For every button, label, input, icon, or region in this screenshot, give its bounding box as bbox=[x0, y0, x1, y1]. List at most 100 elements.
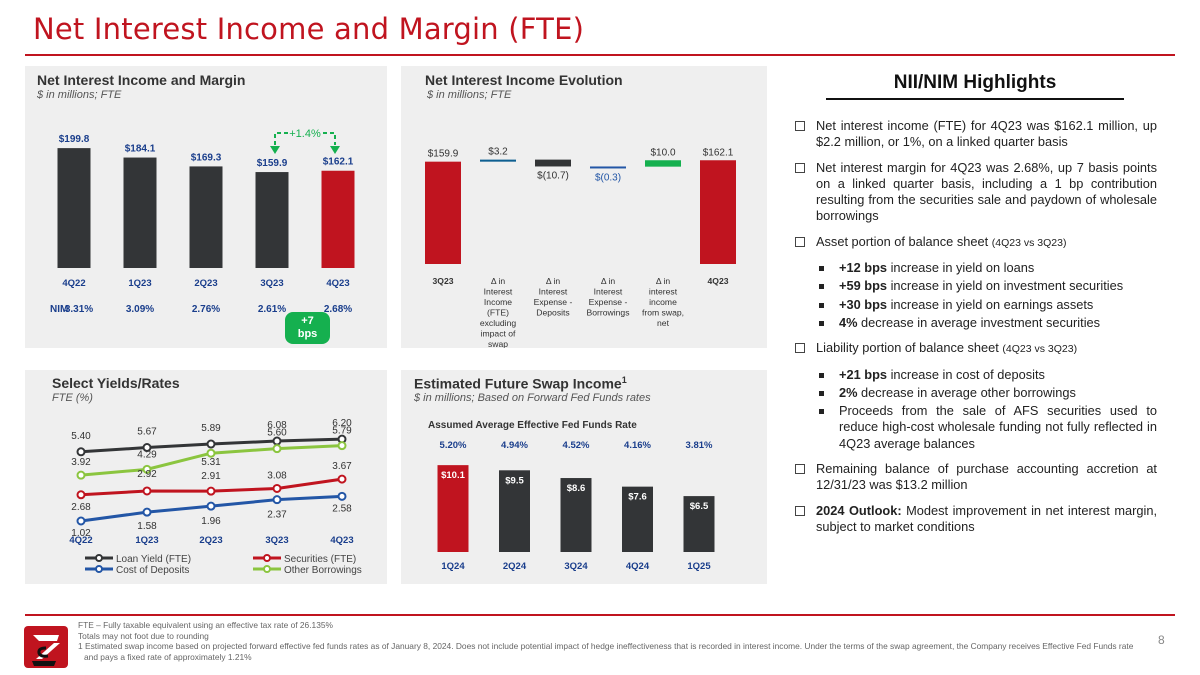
series-point bbox=[76, 470, 86, 480]
swap-bar-chart: Assumed Average Effective Fed Funds Rate… bbox=[428, 420, 715, 572]
nii-bar bbox=[123, 157, 157, 268]
title-divider bbox=[25, 54, 1175, 56]
page-number: 8 bbox=[1158, 633, 1165, 647]
nii-value-label: $184.1 bbox=[125, 144, 156, 155]
line-x-tick: 1Q23 bbox=[135, 535, 158, 546]
waterfall-bar bbox=[480, 159, 516, 162]
nii-x-tick: 4Q22 bbox=[62, 278, 85, 289]
series-point bbox=[272, 444, 282, 454]
swap-x-tick: 1Q24 bbox=[441, 561, 465, 572]
waterfall-x-tick: Δ in Interest Income (FTE) excluding impact o… bbox=[480, 276, 517, 348]
series-data-label: 3.92 bbox=[71, 457, 91, 468]
footer-divider bbox=[25, 614, 1175, 616]
swap-bar bbox=[622, 486, 653, 552]
nim-value: 3.31% bbox=[65, 304, 93, 315]
fed-funds-rate: 3.81% bbox=[686, 440, 713, 451]
series-data-label: 2.91 bbox=[201, 471, 221, 482]
asset-item: 4% decrease in average investment securi… bbox=[794, 315, 1157, 331]
series-point bbox=[142, 507, 152, 517]
highlight-asset: Asset portion of balance sheet (4Q23 vs … bbox=[794, 234, 1157, 251]
waterfall-value-label: $(10.7) bbox=[537, 170, 569, 181]
swap-bar bbox=[560, 478, 592, 552]
swap-value-label: $7.6 bbox=[628, 492, 647, 503]
asset-heading: Asset portion of balance sheet bbox=[816, 233, 989, 249]
series-data-label: 2.37 bbox=[267, 510, 287, 521]
yields-line-chart: 5.40 5.67 5.89 6.08 6.20 3.92 4.29 5.31 5.60 5.79… bbox=[69, 418, 362, 576]
nii-value-label: $162.1 bbox=[323, 157, 354, 168]
series-data-label: 5.79 bbox=[332, 426, 352, 437]
liability-item-text: decrease in average other borrowings bbox=[857, 384, 1076, 400]
asset-period: (4Q23 vs 3Q23) bbox=[991, 236, 1067, 249]
swap-bar bbox=[437, 465, 469, 552]
company-logo bbox=[24, 626, 68, 668]
series-point bbox=[76, 516, 86, 526]
swap-value-label: $10.1 bbox=[441, 470, 465, 481]
asset-item-value: +12 bps bbox=[839, 260, 888, 276]
series-point bbox=[206, 448, 216, 458]
swap-x-tick: 3Q24 bbox=[564, 561, 588, 572]
series-data-label: 2.92 bbox=[137, 469, 157, 480]
nii-x-tick: 1Q23 bbox=[128, 278, 151, 289]
asset-item-text: decrease in average investment securitie… bbox=[857, 314, 1101, 330]
nii-value-label: $199.8 bbox=[59, 134, 90, 145]
waterfall-value-label: $10.0 bbox=[650, 147, 675, 158]
series-point bbox=[142, 486, 152, 496]
nii-bar bbox=[189, 166, 223, 268]
asset-item-value: +30 bps bbox=[839, 296, 888, 312]
line-x-tick: 3Q23 bbox=[265, 535, 288, 546]
series-data-label: 6.20 bbox=[332, 418, 352, 429]
series-point bbox=[337, 441, 347, 451]
nii-bar bbox=[57, 148, 91, 268]
bps-badge: +7 bps bbox=[285, 312, 330, 344]
series-data-label: 5.40 bbox=[71, 431, 91, 442]
series-data-label: 4.29 bbox=[137, 449, 157, 460]
fed-funds-label: Assumed Average Effective Fed Funds Rate bbox=[428, 420, 637, 431]
series-point bbox=[76, 447, 86, 457]
fed-funds-rate: 5.20% bbox=[440, 440, 467, 451]
liability-item: 2% decrease in average other borrowings bbox=[794, 385, 1157, 401]
nii-value-label: $159.9 bbox=[257, 158, 288, 169]
highlight-nii: Net interest income (FTE) for 4Q23 was $… bbox=[794, 118, 1157, 151]
series-point bbox=[337, 491, 347, 501]
asset-item-value: +59 bps bbox=[839, 278, 888, 294]
nii-bar-chart: $199.8 4Q22 $184.1 1Q23 $169.3 2Q23 $159.9 3Q23… bbox=[50, 128, 355, 315]
series-data-label: 5.31 bbox=[201, 457, 221, 468]
nii-bar bbox=[255, 172, 289, 268]
waterfall-value-label: $3.2 bbox=[488, 147, 508, 158]
asset-item: +30 bps increase in yield on earnings as… bbox=[794, 297, 1157, 313]
waterfall-value-label: $162.1 bbox=[703, 147, 734, 158]
nim-value: 2.68% bbox=[324, 304, 352, 315]
legend-marker bbox=[263, 554, 271, 562]
outlook-label: 2024 Outlook: bbox=[816, 502, 902, 518]
liability-period: (4Q23 vs 3Q23) bbox=[1002, 343, 1078, 356]
line-x-tick: 4Q22 bbox=[69, 535, 92, 546]
panel-title: Select Yields/Rates bbox=[52, 375, 180, 391]
waterfall-bar bbox=[700, 160, 736, 264]
legend-label: Other Borrowings bbox=[284, 565, 362, 576]
footnotes: FTE – Fully taxable equivalent using an … bbox=[78, 620, 1138, 662]
series-point bbox=[206, 486, 216, 496]
waterfall-bar bbox=[425, 161, 461, 264]
liability-item-value: 2% bbox=[839, 384, 858, 400]
fed-funds-rate: 4.94% bbox=[501, 440, 528, 451]
series-point bbox=[142, 464, 152, 474]
panel-title: Estimated Future Swap Income1 bbox=[414, 375, 627, 392]
panel-title-text: Estimated Future Swap Income bbox=[414, 375, 622, 392]
change-bracket bbox=[270, 132, 340, 154]
waterfall-x-tick: 4Q23 bbox=[707, 276, 728, 286]
fed-funds-rate: 4.52% bbox=[563, 440, 590, 451]
asset-items: +12 bps increase in yield on loans +59 bp… bbox=[794, 260, 1157, 331]
panel-subtitle: FTE (%) bbox=[52, 392, 93, 404]
waterfall-x-tick: Δ in Interest Expense -Deposits bbox=[534, 276, 573, 318]
series-data-label: 3.08 bbox=[267, 470, 287, 481]
series-point bbox=[76, 490, 86, 500]
line-x-tick: 2Q23 bbox=[199, 535, 222, 546]
swap-x-tick: 4Q24 bbox=[626, 561, 650, 572]
waterfall-x-tick: 3Q23 bbox=[432, 276, 453, 286]
highlight-nim: Net interest margin for 4Q23 was 2.68%, … bbox=[794, 160, 1157, 225]
nim-value: 3.09% bbox=[126, 304, 154, 315]
swap-value-label: $9.5 bbox=[505, 475, 524, 486]
liability-item: +21 bps increase in cost of deposits bbox=[794, 367, 1157, 383]
footnote-rounding: Totals may not foot due to rounding bbox=[78, 630, 209, 641]
panel-title: Net Interest Income and Margin bbox=[37, 72, 246, 88]
